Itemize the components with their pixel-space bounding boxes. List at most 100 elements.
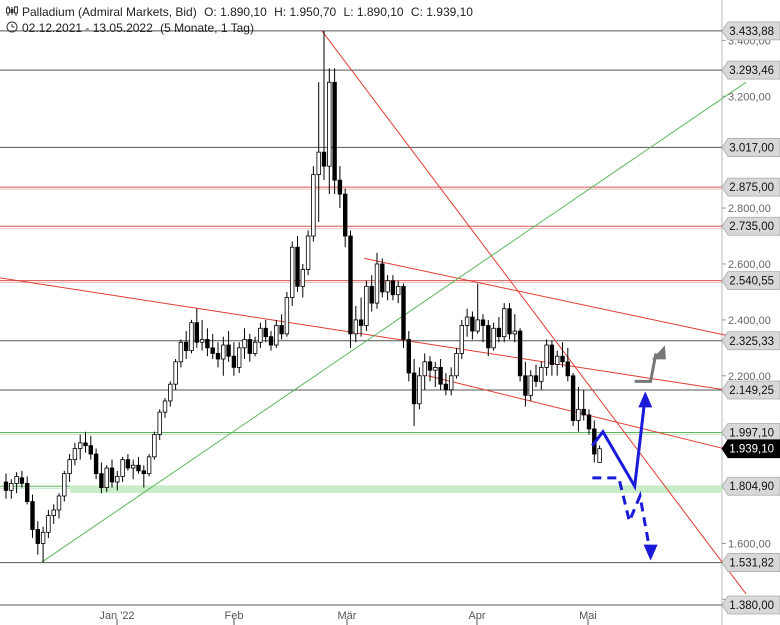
price-badge: 2.325,33 [721,331,780,351]
candle-body [406,339,411,374]
candle [130,459,136,480]
candle [459,319,464,360]
candle [576,386,581,432]
candle [486,319,491,357]
candle [93,448,99,480]
candle [173,359,178,390]
candle [411,359,417,427]
candle [480,314,486,343]
price-badge-shape [721,553,780,572]
candle-body [533,375,539,382]
candle-body [417,375,422,405]
candle [146,454,152,477]
candle [501,303,507,343]
candle-body [221,344,226,360]
y-tick-label: 2.200,00 [728,371,771,383]
candle [189,319,194,354]
candle-body [104,467,109,488]
candle-body [358,319,364,326]
candle [210,333,215,360]
price-badge: 3.293,46 [721,60,780,80]
candle [136,456,141,474]
candle-body [464,316,470,326]
candle-body [152,434,157,458]
candle [258,322,263,348]
candle-body [496,327,502,338]
candle [549,340,555,376]
candle [544,339,549,376]
candle-body [247,339,252,354]
price-badge: 2.540,55 [721,271,780,290]
candle [385,275,390,301]
candle-body [422,361,427,377]
candle [247,333,252,362]
candle-body [327,81,332,167]
candle-body [395,285,401,296]
candle-body [470,316,475,332]
candle-body [586,414,592,430]
candle-body [109,467,115,483]
candle [369,275,374,312]
forecast-up-arrowhead [638,391,653,408]
candle [586,409,592,435]
price-badge: 2.149,25 [721,380,780,400]
candle [125,454,131,471]
candle [115,470,120,491]
candle-body [83,442,88,447]
trendline [364,257,747,340]
candle [517,328,523,382]
candle-body [295,246,300,287]
candle [141,465,146,488]
candle [305,230,311,276]
candle [268,331,274,351]
candle-body [486,325,491,349]
candle-body [501,308,507,338]
candle-body [189,322,194,352]
candle-body [364,285,369,326]
price-badge-shape [721,595,780,615]
support-zones [70,485,722,493]
candle [597,445,602,463]
candle [152,431,157,460]
candle-body [342,193,348,237]
instrument-name: Palladium (Admiral Markets, Bid) [22,5,197,19]
candle-body [146,456,152,475]
candle-body [475,319,480,332]
candle [51,504,56,524]
candle-body [88,445,93,455]
candle-body [263,327,268,338]
candle-body [9,483,14,491]
price-badge-label: 1.997,10 [729,428,774,440]
candle [263,319,268,343]
y-tick-label: 2.800,00 [728,203,771,215]
candle-body [215,353,221,360]
candle [316,82,321,223]
x-axis-ticks: Jan '22 Feb Mär Apr Mai [99,610,597,625]
candle [565,347,570,382]
candle [194,308,199,348]
candle [342,188,348,248]
candle-body [210,347,215,354]
candle-body [480,319,486,326]
price-badge: 2.735,00 [721,216,780,236]
candle [120,456,125,483]
candle-body [491,327,496,349]
candle-body [454,353,459,377]
candle-body [411,372,417,405]
candlestick-icon [6,6,18,16]
price-badges: 3.433,88 3.293,46 3.017,00 2.875,00 2.735,00… [721,21,780,615]
candle-body [130,464,136,469]
candle [46,509,51,538]
candle-body [268,336,274,346]
candle-body [67,459,72,475]
candle [284,291,290,337]
price-badge-shape [721,271,780,290]
candle-body [3,481,9,491]
candle [438,359,443,390]
candle-body [252,341,258,354]
candle-body [289,246,295,298]
candle [104,465,109,492]
x-tick-label: Mär [338,610,357,622]
price-badge-label: 3.017,00 [729,142,774,154]
candle [242,328,247,360]
